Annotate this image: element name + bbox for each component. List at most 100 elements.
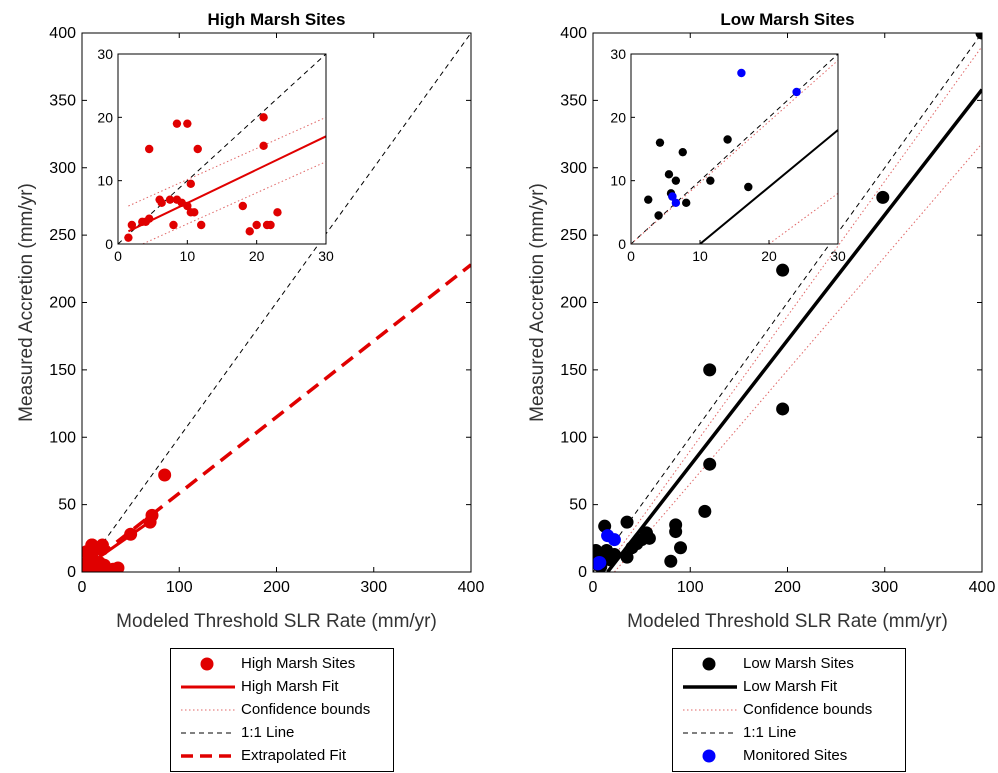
series-line-low-marsh-fit-0	[606, 88, 982, 572]
legend-label: 1:1 Line	[241, 724, 295, 741]
legend-label: High Marsh Sites	[241, 655, 356, 672]
inset-x-tick-label-0: 0	[114, 248, 122, 264]
data-point-low-marsh-sites-24	[776, 263, 790, 277]
y-tick-label-100: 100	[560, 429, 587, 446]
inset-monitored-point-0	[668, 192, 677, 201]
inset-point-low-2	[655, 138, 665, 147]
inset-monitored-point-3	[792, 87, 801, 97]
data-point-low-marsh-sites-20	[674, 541, 688, 555]
inset-frame-low	[630, 53, 839, 245]
legend-label: Low Marsh Fit	[743, 678, 838, 695]
inset-point-low-11	[744, 182, 753, 192]
series-line-1-1-line-2	[82, 33, 471, 572]
legend-item: 1:1 Line	[171, 722, 393, 744]
inset-oneone-line-high	[118, 54, 326, 244]
legend-label: Low Marsh Sites	[743, 655, 854, 672]
legend-item: High Marsh Fit	[171, 676, 393, 698]
data-point-low-marsh-sites-25	[776, 402, 790, 416]
inset-x-tick-label-20: 20	[249, 248, 265, 264]
inset-y-tick-label-30: 30	[610, 46, 626, 62]
inset-low: 0 10 20 30 0 10 20 30	[610, 46, 846, 264]
legend-marker	[200, 657, 214, 671]
inset-x-tick-label-30: 30	[318, 248, 334, 264]
inset-point-high-26	[157, 198, 166, 208]
data-point-low-marsh-sites-23	[703, 457, 717, 471]
legend-item: Low Marsh Sites	[673, 653, 905, 675]
series-line-confidence-bounds-1	[602, 46, 982, 572]
inset-y-tick-label-30: 30	[97, 46, 113, 62]
x-tick-label-300: 300	[871, 579, 898, 596]
x-axis-label-high: Modeled Threshold SLR Rate (mm/yr)	[116, 611, 437, 632]
inset-fit-line-high	[127, 135, 326, 233]
data-point-monitored-sites-4	[607, 533, 621, 547]
inset-point-high-24	[266, 220, 275, 230]
y-tick-label-150: 150	[560, 362, 587, 379]
legend-symbol	[200, 657, 214, 671]
legend-symbol	[702, 749, 716, 763]
data-point-low-marsh-sites-17	[664, 554, 678, 568]
inset-y-tick-label-0: 0	[105, 236, 113, 252]
legend-label: High Marsh Fit	[241, 678, 339, 695]
x-axis-label-low: Modeled Threshold SLR Rate (mm/yr)	[627, 611, 948, 632]
y-tick-label-0: 0	[578, 564, 587, 581]
inset-x-tick-label-20: 20	[761, 248, 777, 264]
legend-marker	[702, 657, 716, 671]
x-tick-label-200: 200	[774, 579, 801, 596]
inset-point-high-12	[183, 119, 192, 128]
data-point-high-marsh-sites-27	[111, 561, 125, 572]
y-axis-label-high: Measured Accretion (mm/yr)	[16, 183, 37, 422]
x-tick-label-200: 200	[263, 579, 290, 596]
y-tick-label-250: 250	[49, 227, 76, 244]
legend-symbol	[181, 685, 235, 689]
data-point-high-marsh-sites-30	[145, 508, 159, 522]
data-point-low-marsh-sites-22	[703, 363, 717, 377]
plot-area-low	[593, 33, 982, 572]
inset-monitored-point-1	[671, 198, 681, 208]
legend-symbol	[683, 685, 737, 689]
y-tick-label-400: 400	[49, 25, 76, 42]
inset-y-tick-label-10: 10	[97, 173, 113, 189]
y-tick-label-50: 50	[569, 497, 587, 514]
inset-y-tick-label-20: 20	[610, 109, 626, 125]
inset-point-low-7	[678, 147, 687, 157]
inset-point-high-17	[197, 220, 206, 230]
legend-symbol	[181, 754, 235, 758]
inset-point-low-6	[671, 176, 681, 185]
inset-point-high-0	[124, 233, 133, 242]
data-point-low-marsh-sites-19	[669, 518, 683, 532]
data-point-high-marsh-sites-31	[158, 468, 172, 482]
y-tick-label-250: 250	[560, 227, 587, 244]
legend-marker	[702, 749, 716, 763]
legend-item: Monitored Sites	[673, 745, 905, 767]
legend-item: High Marsh Sites	[171, 653, 393, 675]
data-point-low-marsh-sites-21	[698, 504, 712, 518]
series-line-extrapolated-fit-1	[82, 263, 471, 571]
data-point-low-marsh-sites-16	[642, 531, 656, 545]
inset-point-high-25	[273, 208, 282, 217]
legend-item: Confidence bounds	[673, 699, 905, 721]
x-tick-label-400: 400	[458, 579, 485, 596]
y-tick-label-200: 200	[49, 295, 76, 312]
data-point-low-marsh-sites-26	[876, 190, 890, 204]
inset-point-low-1	[654, 211, 663, 220]
y-tick-label-400: 400	[560, 25, 587, 42]
y-tick-label-350: 350	[560, 92, 587, 109]
plot-area-high	[82, 33, 471, 572]
data-point-high-marsh-sites-28	[124, 527, 138, 541]
y-axis-label-low: Measured Accretion (mm/yr)	[527, 183, 548, 422]
y-tick-label-200: 200	[560, 295, 587, 312]
data-point-high-marsh-sites-22	[95, 538, 109, 552]
inset-point-high-15	[190, 208, 199, 217]
data-point-low-marsh-sites-10	[620, 515, 634, 529]
inset-high: 0 10 20 30 0 10 20 30	[97, 46, 334, 264]
legend-label: Extrapolated Fit	[241, 747, 347, 764]
inset-point-high-8	[169, 220, 178, 230]
x-tick-label-0: 0	[589, 579, 598, 596]
x-tick-label-100: 100	[166, 579, 193, 596]
inset-point-high-16	[193, 144, 202, 154]
y-tick-label-0: 0	[67, 564, 76, 581]
legend-high: High Marsh Sites High Marsh Fit Confidence…	[170, 648, 394, 772]
